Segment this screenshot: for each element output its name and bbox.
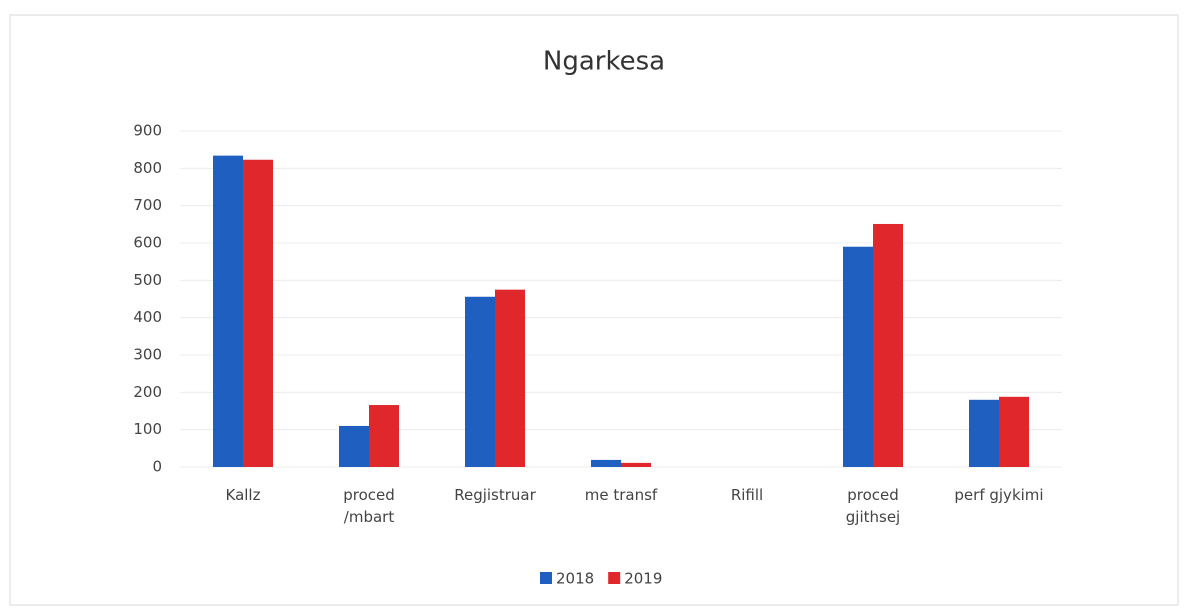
y-tick-label: 500	[133, 271, 162, 289]
bar	[999, 396, 1029, 467]
x-tick-label: proced /mbart	[343, 486, 395, 526]
bar	[465, 296, 495, 467]
y-tick-label: 200	[133, 383, 162, 401]
bar	[495, 289, 525, 467]
y-tick-label: 100	[133, 420, 162, 438]
y-tick-label: 300	[133, 346, 162, 364]
y-tick-label: 900	[133, 122, 162, 140]
bar	[969, 399, 999, 467]
chart-frame	[9, 14, 1179, 606]
bar	[843, 246, 873, 467]
bar	[369, 405, 399, 467]
x-tick-label: perf gjykimi	[954, 486, 1044, 504]
bar	[213, 155, 243, 467]
bar	[591, 459, 621, 467]
y-tick-label: 700	[133, 196, 162, 214]
y-tick-label: 0	[152, 458, 162, 476]
y-tick-label: 800	[133, 159, 162, 177]
legend-label: 2019	[624, 570, 662, 588]
x-tick-label: proced gjithsej	[845, 486, 901, 526]
x-tick-label: me transf	[584, 486, 658, 504]
x-tick-label: Rifill	[730, 486, 764, 504]
legend-swatch	[540, 572, 552, 584]
x-tick-label: Regjistruar	[454, 486, 536, 504]
chart-title: Ngarkesa	[543, 47, 665, 77]
x-tick-label: Kallz	[225, 486, 261, 504]
y-tick-label: 600	[133, 234, 162, 252]
legend-swatch	[608, 572, 621, 584]
bar	[243, 159, 273, 467]
y-tick-label: 400	[133, 308, 162, 326]
legend-label: 2018	[556, 570, 594, 588]
bar	[621, 462, 651, 467]
bar	[873, 223, 903, 467]
bar	[339, 425, 369, 467]
